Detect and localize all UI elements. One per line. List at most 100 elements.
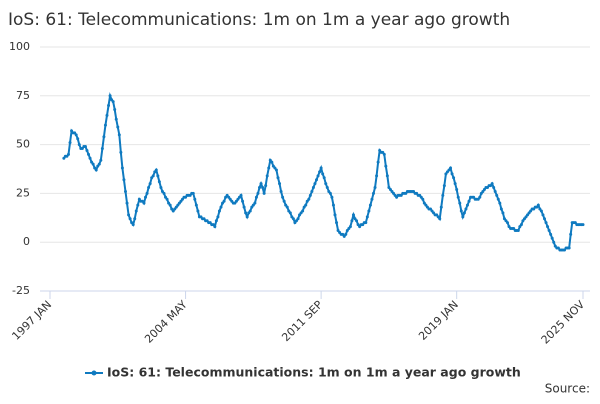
point bbox=[364, 221, 368, 225]
point bbox=[375, 174, 379, 178]
point bbox=[288, 211, 292, 215]
point bbox=[151, 174, 155, 178]
point bbox=[310, 189, 314, 193]
point bbox=[549, 232, 553, 236]
point bbox=[259, 182, 263, 186]
y-tick-label: 0 bbox=[23, 235, 30, 248]
point bbox=[114, 117, 118, 121]
point bbox=[581, 223, 585, 227]
point bbox=[330, 195, 334, 199]
point bbox=[111, 100, 115, 104]
point bbox=[335, 221, 339, 225]
point bbox=[493, 189, 497, 193]
point bbox=[157, 180, 161, 184]
x-tick-label: 2025 NOV bbox=[539, 298, 588, 347]
point bbox=[196, 209, 200, 213]
point bbox=[133, 217, 137, 221]
point bbox=[496, 197, 500, 201]
point bbox=[382, 152, 386, 156]
point bbox=[344, 232, 348, 236]
point bbox=[144, 195, 148, 199]
point bbox=[122, 178, 126, 182]
point bbox=[102, 135, 106, 139]
point bbox=[125, 201, 129, 205]
point bbox=[495, 193, 499, 197]
point bbox=[97, 162, 101, 166]
point bbox=[567, 246, 571, 250]
point bbox=[148, 182, 152, 186]
point bbox=[458, 201, 462, 205]
x-tick-label: 2011 SEP bbox=[279, 298, 325, 344]
point bbox=[308, 193, 312, 197]
point bbox=[311, 186, 315, 190]
point bbox=[499, 207, 503, 211]
point bbox=[193, 197, 197, 201]
point bbox=[282, 199, 286, 203]
point bbox=[492, 186, 496, 190]
point bbox=[539, 209, 543, 213]
point bbox=[452, 176, 456, 180]
point bbox=[239, 193, 243, 197]
x-tick-label: 2019 JAN bbox=[416, 298, 461, 343]
point bbox=[136, 203, 140, 207]
point bbox=[307, 197, 311, 201]
point bbox=[264, 184, 268, 188]
point bbox=[267, 166, 271, 170]
point bbox=[194, 203, 198, 207]
point bbox=[368, 203, 372, 207]
chart-title: IoS: 61: Telecommunications: 1m on 1m a … bbox=[8, 10, 510, 30]
point bbox=[373, 186, 377, 190]
point bbox=[142, 201, 146, 205]
point bbox=[248, 209, 252, 213]
point bbox=[453, 182, 457, 186]
point bbox=[546, 225, 550, 229]
point bbox=[449, 166, 453, 170]
point bbox=[156, 174, 160, 178]
point bbox=[365, 215, 369, 219]
point bbox=[88, 156, 92, 160]
point bbox=[270, 160, 274, 164]
point bbox=[279, 189, 283, 193]
point bbox=[456, 195, 460, 199]
point bbox=[450, 172, 454, 176]
point bbox=[68, 141, 72, 145]
point bbox=[550, 236, 554, 240]
point bbox=[516, 228, 520, 232]
x-tick-label: 2004 MAY bbox=[142, 298, 190, 346]
point bbox=[536, 203, 540, 207]
point bbox=[318, 170, 322, 174]
point bbox=[324, 182, 328, 186]
point bbox=[154, 168, 158, 172]
point bbox=[276, 176, 280, 180]
point bbox=[162, 191, 166, 195]
point bbox=[541, 213, 545, 217]
point bbox=[127, 213, 131, 217]
point bbox=[219, 205, 223, 209]
point bbox=[214, 219, 218, 223]
point bbox=[441, 193, 445, 197]
point bbox=[462, 211, 466, 215]
point bbox=[547, 228, 551, 232]
point bbox=[123, 189, 127, 193]
point bbox=[258, 186, 262, 190]
point bbox=[569, 232, 573, 236]
x-tick-label: 1997 JAN bbox=[9, 298, 54, 343]
point bbox=[350, 219, 354, 223]
point bbox=[117, 133, 121, 137]
point bbox=[147, 186, 151, 190]
point bbox=[519, 223, 523, 227]
point bbox=[168, 203, 172, 207]
y-tick-label: 100 bbox=[9, 40, 30, 53]
point bbox=[119, 150, 123, 154]
point bbox=[213, 225, 217, 229]
point bbox=[108, 94, 112, 98]
point bbox=[105, 113, 109, 117]
point bbox=[328, 191, 332, 195]
point bbox=[165, 197, 169, 201]
point bbox=[281, 195, 285, 199]
point bbox=[245, 215, 249, 219]
point bbox=[274, 168, 278, 172]
point bbox=[254, 195, 258, 199]
point bbox=[464, 207, 468, 211]
